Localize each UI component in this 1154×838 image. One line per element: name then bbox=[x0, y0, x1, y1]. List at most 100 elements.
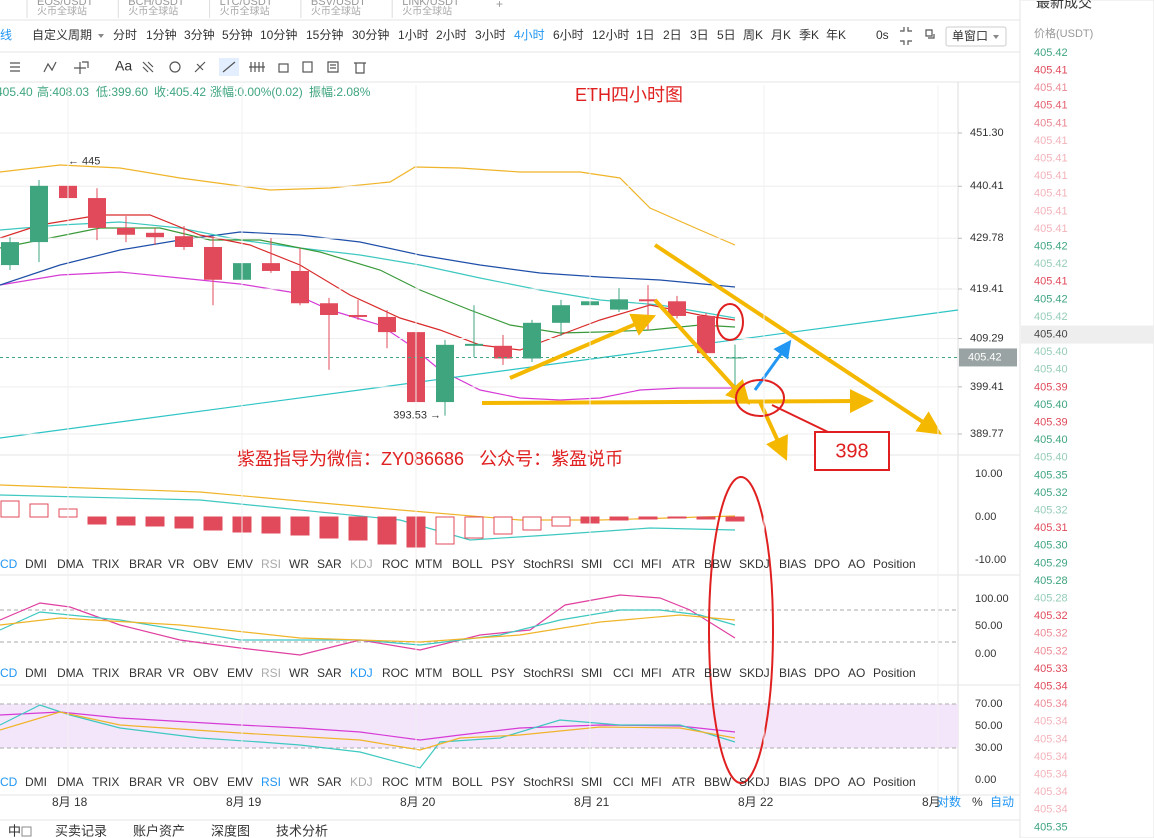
indicator-tab[interactable]: BOLL bbox=[452, 666, 483, 680]
toolbar-item[interactable]: 线 bbox=[0, 28, 12, 42]
tool-icon[interactable] bbox=[43, 61, 57, 73]
indicator-tab[interactable]: Position bbox=[873, 775, 916, 789]
tool-icon[interactable] bbox=[194, 61, 206, 73]
indicator-tab[interactable]: OBV bbox=[193, 666, 218, 680]
indicator-tab[interactable]: ATR bbox=[672, 666, 695, 680]
period-button[interactable]: 2小时 bbox=[436, 28, 467, 42]
tool-icon[interactable] bbox=[249, 62, 265, 72]
indicator-tab[interactable]: TRIX bbox=[92, 557, 119, 571]
period-button[interactable]: 年K bbox=[826, 28, 846, 42]
period-button[interactable]: 1小时 bbox=[398, 28, 429, 42]
period-button[interactable]: 分时 bbox=[113, 28, 137, 42]
indicator-tab[interactable]: StochRSI bbox=[523, 666, 574, 680]
indicator-tab[interactable]: MFI bbox=[641, 775, 662, 789]
indicator-tab[interactable]: AO bbox=[848, 557, 865, 571]
indicator-tab[interactable]: SMI bbox=[581, 666, 602, 680]
tool-icon[interactable] bbox=[169, 61, 181, 73]
tool-icon[interactable] bbox=[222, 61, 236, 73]
tab-pair[interactable]: BSV/USDT bbox=[311, 0, 366, 8]
tool-icon[interactable] bbox=[354, 62, 366, 74]
indicator-tab[interactable]: SAR bbox=[317, 557, 342, 571]
indicator-tab[interactable]: TRIX bbox=[92, 666, 119, 680]
indicator-tab[interactable]: DMI bbox=[25, 775, 47, 789]
indicator-tab[interactable]: BIAS bbox=[779, 775, 806, 789]
indicator-tab[interactable]: BRAR bbox=[129, 775, 163, 789]
indicator-tab[interactable]: SAR bbox=[317, 775, 342, 789]
window-select-label[interactable]: 单窗口 bbox=[952, 29, 988, 43]
indicator-tab[interactable]: ROC bbox=[382, 775, 409, 789]
indicator-tab[interactable]: PSY bbox=[491, 775, 515, 789]
indicator-tab[interactable]: BOLL bbox=[452, 775, 483, 789]
indicator-tab[interactable]: BBW bbox=[704, 557, 732, 571]
tab-pair[interactable]: EOS/USDT bbox=[37, 0, 94, 8]
custom-period[interactable]: 自定义周期 bbox=[32, 27, 92, 42]
indicator-tab[interactable]: SKDJ bbox=[739, 557, 770, 571]
indicator-tab[interactable]: OBV bbox=[193, 557, 218, 571]
indicator-tab[interactable]: KDJ bbox=[350, 775, 373, 789]
fullscreen-icon[interactable] bbox=[900, 27, 912, 45]
indicator-tab[interactable]: BBW bbox=[704, 666, 732, 680]
indicator-tab[interactable]: CD bbox=[0, 557, 18, 571]
tool-icon[interactable] bbox=[302, 61, 313, 73]
period-button[interactable]: 10分钟 bbox=[260, 27, 297, 42]
period-button[interactable]: 6小时 bbox=[553, 28, 584, 42]
indicator-tab[interactable]: MTM bbox=[415, 775, 442, 789]
indicator-tab[interactable]: SMI bbox=[581, 775, 602, 789]
indicator-tab[interactable]: RSI bbox=[261, 666, 281, 680]
indicator-tab[interactable]: WR bbox=[289, 775, 309, 789]
bottom-tab[interactable]: 中 bbox=[8, 823, 21, 838]
period-button[interactable]: 30分钟 bbox=[352, 27, 389, 42]
axis-control[interactable]: % bbox=[972, 795, 983, 809]
period-button[interactable]: 15分钟 bbox=[306, 27, 343, 42]
period-button[interactable]: 4小时 bbox=[514, 28, 545, 42]
indicator-tab[interactable]: EMV bbox=[227, 666, 253, 680]
indicator-tab[interactable]: CD bbox=[0, 666, 18, 680]
add-tab[interactable]: + bbox=[496, 0, 503, 11]
drawing-tools[interactable] bbox=[10, 58, 366, 76]
indicator-tab[interactable]: CCI bbox=[613, 666, 634, 680]
indicator-tab[interactable]: Position bbox=[873, 666, 916, 680]
period-button[interactable]: 2日 bbox=[663, 28, 682, 42]
indicator-tab[interactable]: KDJ bbox=[350, 666, 373, 680]
indicator-tab[interactable]: WR bbox=[289, 557, 309, 571]
indicator-tab[interactable]: AO bbox=[848, 666, 865, 680]
indicator-tab[interactable]: SKDJ bbox=[739, 775, 770, 789]
indicator-tab[interactable]: MTM bbox=[415, 557, 442, 571]
axis-control[interactable]: 自动 bbox=[990, 795, 1014, 809]
text-tool[interactable]: Aa bbox=[115, 58, 132, 74]
indicator-tab[interactable]: ROC bbox=[382, 557, 409, 571]
period-button[interactable]: 1分钟 bbox=[146, 27, 177, 42]
tool-icon[interactable] bbox=[327, 61, 339, 73]
indicator-tab[interactable]: MFI bbox=[641, 557, 662, 571]
indicator-tab[interactable]: BRAR bbox=[129, 557, 163, 571]
indicator-tab[interactable]: BIAS bbox=[779, 557, 806, 571]
window-select[interactable] bbox=[945, 26, 1007, 47]
tool-icon[interactable] bbox=[278, 63, 289, 73]
indicator-tab[interactable]: CD bbox=[0, 775, 18, 789]
indicator-tab[interactable]: Position bbox=[873, 557, 916, 571]
indicator-tab[interactable]: RSI bbox=[261, 775, 281, 789]
indicator-tab[interactable]: DMI bbox=[25, 666, 47, 680]
indicator-tab[interactable]: SKDJ bbox=[739, 666, 770, 680]
indicator-tab[interactable]: SAR bbox=[317, 666, 342, 680]
period-button[interactable]: 12小时 bbox=[592, 28, 629, 42]
indicator-tab[interactable]: TRIX bbox=[92, 775, 119, 789]
tool-icon[interactable] bbox=[142, 61, 154, 73]
tool-icon[interactable] bbox=[74, 61, 89, 74]
indicator-tab[interactable]: StochRSI bbox=[523, 775, 574, 789]
axis-control[interactable]: 对数 bbox=[937, 794, 961, 809]
indicator-tab[interactable]: DMA bbox=[57, 666, 84, 680]
period-button[interactable]: 5日 bbox=[717, 28, 736, 42]
bottom-tab[interactable]: 账户资产 bbox=[133, 823, 185, 838]
indicator-tab[interactable]: ROC bbox=[382, 666, 409, 680]
indicator-tab[interactable]: OBV bbox=[193, 775, 218, 789]
indicator-tab[interactable]: MTM bbox=[415, 666, 442, 680]
indicator-tab[interactable]: AO bbox=[848, 775, 865, 789]
indicator-tab[interactable]: VR bbox=[168, 557, 185, 571]
indicator-tab[interactable]: ATR bbox=[672, 775, 695, 789]
period-button[interactable]: 3分钟 bbox=[184, 27, 215, 42]
period-button[interactable]: 3小时 bbox=[475, 28, 506, 42]
indicator-tab[interactable]: EMV bbox=[227, 557, 253, 571]
tab-pair[interactable]: BCH/USDT bbox=[128, 0, 185, 8]
indicator-tab[interactable]: BRAR bbox=[129, 666, 163, 680]
